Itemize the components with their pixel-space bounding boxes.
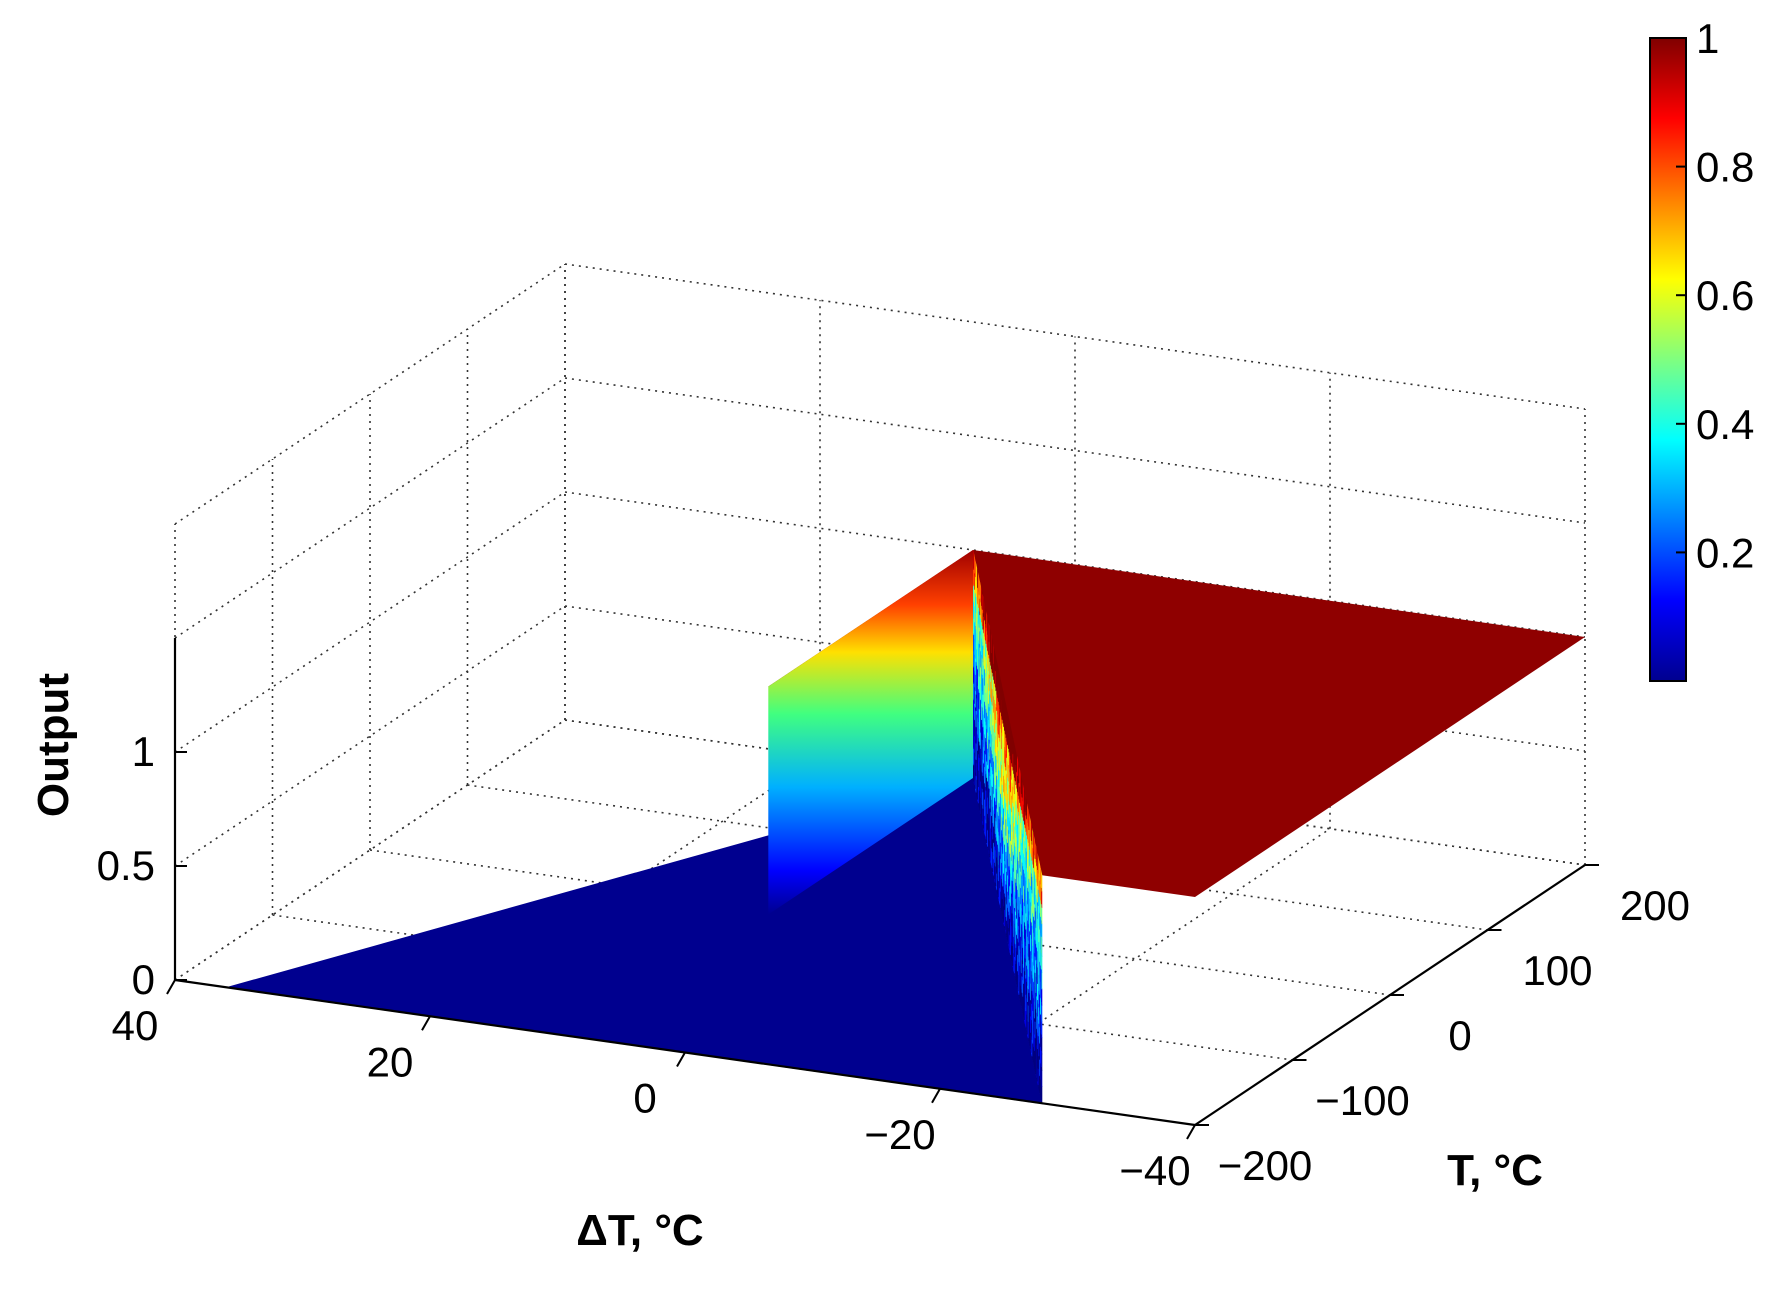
x-axis-label: ΔT, °C: [576, 1206, 703, 1255]
x-tick-label: 0: [633, 1075, 656, 1122]
y-tick-label: 100: [1522, 947, 1592, 994]
x-tick-label: 20: [367, 1038, 414, 1085]
surface-low-plateau: [226, 778, 1042, 1104]
colorbar-gradient: [1649, 37, 1687, 682]
colorbar-tick-label: 0.4: [1696, 401, 1754, 448]
z-tick-label: 0: [132, 956, 155, 1003]
x-tick-mark: [931, 1088, 941, 1104]
y-tick-label: −100: [1315, 1077, 1410, 1124]
x-tick-label: −20: [864, 1111, 935, 1158]
z-axis-label: Output: [29, 673, 78, 818]
x-tick-label: 40: [112, 1002, 159, 1049]
x-tick-mark: [166, 979, 176, 995]
y-tick-label: 200: [1620, 882, 1690, 929]
z-tick-label: 1: [132, 728, 155, 775]
x-tick-mark: [421, 1015, 431, 1031]
y-tick-label: 0: [1448, 1012, 1471, 1059]
colorbar-tick-label: 0.2: [1696, 529, 1754, 576]
colorbar-tick-label: 0.8: [1696, 144, 1754, 191]
surface-edge-wall: [768, 550, 973, 915]
x-tick-mark: [1186, 1124, 1196, 1140]
colorbar-tick-label: 1: [1696, 15, 1719, 62]
surface-transition-wall: [972, 549, 1043, 1104]
x-tick-mark: [676, 1052, 686, 1067]
z-tick-label: 0.5: [97, 842, 155, 889]
x-tick-label: −40: [1119, 1147, 1190, 1194]
y-tick-label: −200: [1218, 1142, 1313, 1189]
y-axis-label: T, °C: [1447, 1146, 1543, 1195]
surface-plot: [226, 549, 1585, 1104]
colorbar-tick-label: 0.6: [1696, 272, 1754, 319]
colorbar: 0.2 0.4 0.6 0.8 1: [1649, 15, 1754, 682]
